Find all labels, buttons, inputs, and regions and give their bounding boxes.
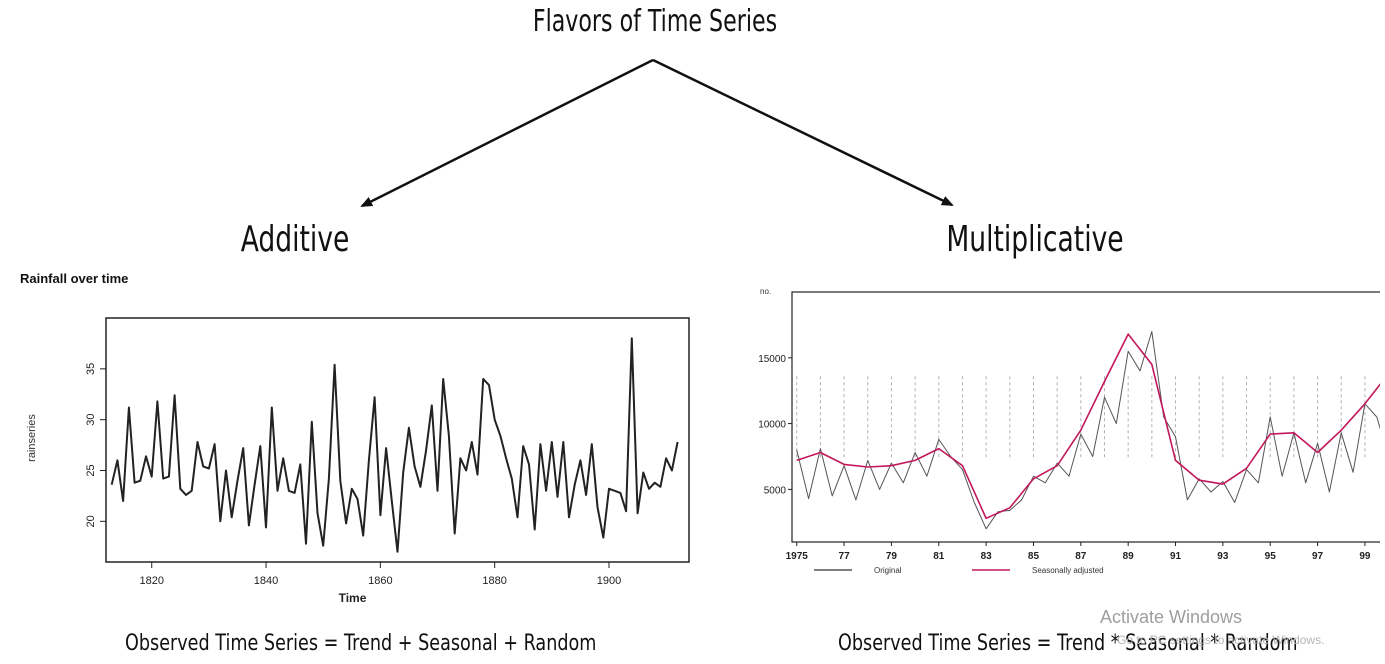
x-axis-label: Time <box>339 591 367 605</box>
x-tick-label: 1840 <box>254 575 278 587</box>
y-axis-label: no. <box>760 287 771 296</box>
legend-label: Seasonally adjusted <box>1032 566 1104 575</box>
multiplicative-plot-frame <box>791 291 1380 543</box>
page-title: Flavors of Time Series <box>532 4 778 39</box>
multiplicative-chart: no. 5000 10000 15000 1975 77 79 81 83 85 87 89 91 93 9… <box>758 287 1380 575</box>
x-tick-label: 1860 <box>368 575 392 587</box>
x-tick-label: 1820 <box>139 575 163 587</box>
x-tick-label: 1900 <box>597 575 621 587</box>
x-tick-label: 85 <box>1028 551 1040 562</box>
x-tick-label: 97 <box>1312 551 1324 562</box>
x-tick-label: 83 <box>981 551 993 562</box>
y-axis-label: rainseries <box>26 414 38 462</box>
y-tick-label: 20 <box>85 515 97 527</box>
watermark-subtitle: Go to PC settings to activate Windows. <box>1117 633 1325 647</box>
y-tick-label: 15000 <box>758 354 786 365</box>
x-tick-label: 99 <box>1359 551 1371 562</box>
watermark-title: Activate Windows <box>1100 607 1243 627</box>
multiplicative-label: Multiplicative <box>946 219 1124 260</box>
rainfall-chart-title: Rainfall over time <box>20 271 129 286</box>
y-tick-label: 10000 <box>758 420 786 431</box>
additive-label: Additive <box>240 219 350 260</box>
x-tick-label: 79 <box>886 551 898 562</box>
x-tick-label: 1975 <box>786 551 809 562</box>
y-tick-label: 35 <box>85 363 97 375</box>
x-tick-label: 87 <box>1075 551 1087 562</box>
rainfall-plot-frame <box>105 317 690 563</box>
y-tick-label: 25 <box>85 464 97 476</box>
x-tick-label: 95 <box>1265 551 1277 562</box>
x-tick-label: 91 <box>1170 551 1182 562</box>
original-series-line <box>796 331 1380 530</box>
x-tick-label: 77 <box>839 551 851 562</box>
x-tick-label: 93 <box>1217 551 1229 562</box>
y-tick-label: 30 <box>85 414 97 426</box>
x-tick-label: 89 <box>1123 551 1135 562</box>
rainfall-series-line <box>110 337 679 553</box>
seasonally-adjusted-series-line <box>796 333 1380 520</box>
multiplicative-formula: Observed Time Series = Trend * Seasonal … <box>838 631 1298 656</box>
rainfall-chart: 1820 1840 1860 1880 1900 20 25 30 35 Time rainseri… <box>26 317 690 605</box>
arrow-to-additive <box>360 58 654 208</box>
x-tick-label: 81 <box>933 551 945 562</box>
x-tick-label: 1880 <box>482 575 506 587</box>
legend-label: Original <box>874 566 902 575</box>
y-tick-label: 5000 <box>764 485 787 496</box>
arrow-to-multiplicative <box>652 58 954 207</box>
additive-formula: Observed Time Series = Trend + Seasonal … <box>125 631 597 656</box>
